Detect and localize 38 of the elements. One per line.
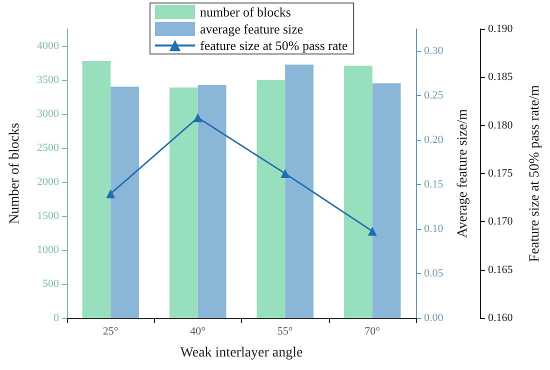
- y2-tick-label: 0.05: [424, 268, 444, 280]
- y2-tick-label: 0.20: [424, 134, 444, 146]
- point: [280, 169, 290, 178]
- y3-tick-label: 0.170: [488, 216, 514, 228]
- point: [106, 189, 116, 198]
- x-axis-title: Weak interlayer angle: [180, 346, 303, 360]
- y3-tick-label: 0.165: [488, 264, 514, 276]
- y-tick-label: 500: [42, 278, 60, 290]
- legend-label: number of blocks: [200, 4, 291, 20]
- y3-tick-label: 0.180: [488, 119, 514, 132]
- y-tick-label: 0: [54, 312, 60, 324]
- y-axis-title: Number of blocks: [8, 122, 22, 224]
- y2-tick-label: 0.00: [424, 312, 444, 324]
- x-tick-label: 55°: [277, 326, 293, 338]
- legend-label: feature size at 50% pass rate: [200, 38, 348, 53]
- y-tick-label: 3000: [37, 108, 60, 120]
- y2-axis-title: Average feature size/m: [456, 109, 470, 238]
- legend-label: average feature size: [200, 22, 304, 36]
- y2-tick-label: 0.10: [424, 223, 444, 236]
- y-tick-label: 1000: [37, 244, 60, 256]
- y3-tick-label: 0.185: [488, 71, 514, 84]
- x-tick-label: 40°: [190, 326, 206, 338]
- y-tick-label: 4000: [37, 40, 60, 52]
- point: [193, 113, 202, 122]
- y3-axis-title: Feature size at 50% pass rate/m: [528, 84, 542, 262]
- y-tick-label: 2500: [37, 142, 60, 154]
- y-tick-label: 3500: [37, 74, 60, 86]
- y-tick-label: 1500: [37, 210, 60, 222]
- x-tick-label: 25°: [102, 326, 118, 338]
- y2-tick-label: 0.25: [424, 90, 444, 102]
- y2-tick-label: 0.15: [424, 178, 444, 191]
- y3-tick-label: 0.160: [488, 312, 514, 324]
- y3-tick-label: 0.175: [488, 168, 514, 180]
- y-tick-label: 2000: [37, 176, 60, 188]
- point: [368, 226, 377, 236]
- x-tick-label: 70°: [364, 326, 380, 338]
- y2-tick-label: 0.30: [424, 45, 444, 58]
- y3-tick-label: 0.190: [488, 23, 514, 35]
